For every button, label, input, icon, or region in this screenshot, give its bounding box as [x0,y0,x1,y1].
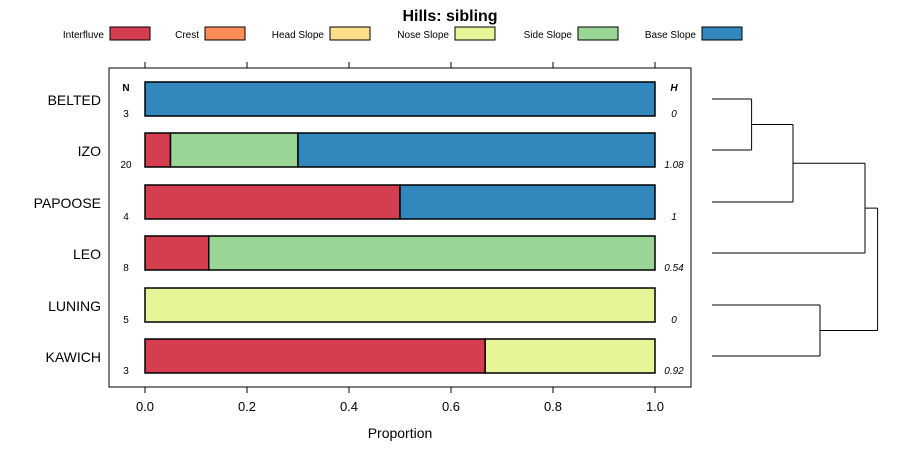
n-value: 8 [123,263,129,274]
bar-segment [169,132,299,168]
h-value: 1 [671,212,677,223]
bars [144,81,656,374]
bar-segment [144,184,401,220]
legend-swatch [109,26,151,41]
bar-segment [144,81,656,117]
bar-segment [144,287,656,323]
row-label: PAPOOSE [34,195,101,211]
h-header: H [670,83,678,94]
legend-label: Interfluve [63,30,105,41]
legend-label: Nose Slope [397,30,449,41]
bar-segment [144,132,172,168]
h-value: 1.08 [664,160,684,171]
bar-segment [399,184,656,220]
bar-segment [484,338,656,374]
row-label: LEO [73,246,101,262]
bar-segment [144,338,486,374]
legend: Interfluve Crest Head Slope Nose Slope Side … [63,26,743,41]
legend-swatch [454,26,496,41]
x-tick-label: 0.0 [136,399,154,414]
bar-segment [297,132,656,168]
x-axis: 0.0 0.2 0.4 0.6 0.8 1.0 [136,62,664,414]
n-value: 3 [123,366,129,377]
h-value: 0 [671,109,677,120]
row-label: KAWICH [46,349,101,365]
row-label: BELTED [48,92,101,108]
x-tick-label: 1.0 [646,399,664,414]
h-value: 0.92 [664,366,684,377]
legend-swatch [577,26,619,41]
n-value: 20 [120,160,132,171]
legend-swatch [204,26,246,41]
row-labels: BELTED 3 0 IZO 20 1.08 PAPOOSE 4 1 LEO 8 0.54 LUNING… [34,92,685,377]
legend-label: Side Slope [524,30,573,41]
n-value: 4 [123,212,129,223]
bar-segment [208,235,656,271]
legend-swatch [329,26,371,41]
legend-label: Base Slope [645,30,697,41]
plot-frame [108,67,692,388]
legend-swatch [701,26,743,41]
x-axis-label: Proportion [368,425,433,441]
x-tick-label: 0.8 [544,399,562,414]
h-value: 0.54 [664,263,684,274]
x-tick-label: 0.2 [238,399,256,414]
dendrogram [712,98,879,357]
n-value: 5 [123,315,129,326]
x-tick-label: 0.4 [340,399,358,414]
row-label: LUNING [48,298,101,314]
n-value: 3 [123,109,129,120]
x-tick-label: 0.6 [442,399,460,414]
chart-title: Hills: sibling [402,8,497,25]
h-value: 0 [671,315,677,326]
n-header: N [122,83,129,94]
legend-label: Crest [175,30,199,41]
legend-label: Head Slope [272,30,325,41]
bar-segment [144,235,210,271]
row-label: IZO [78,143,101,159]
